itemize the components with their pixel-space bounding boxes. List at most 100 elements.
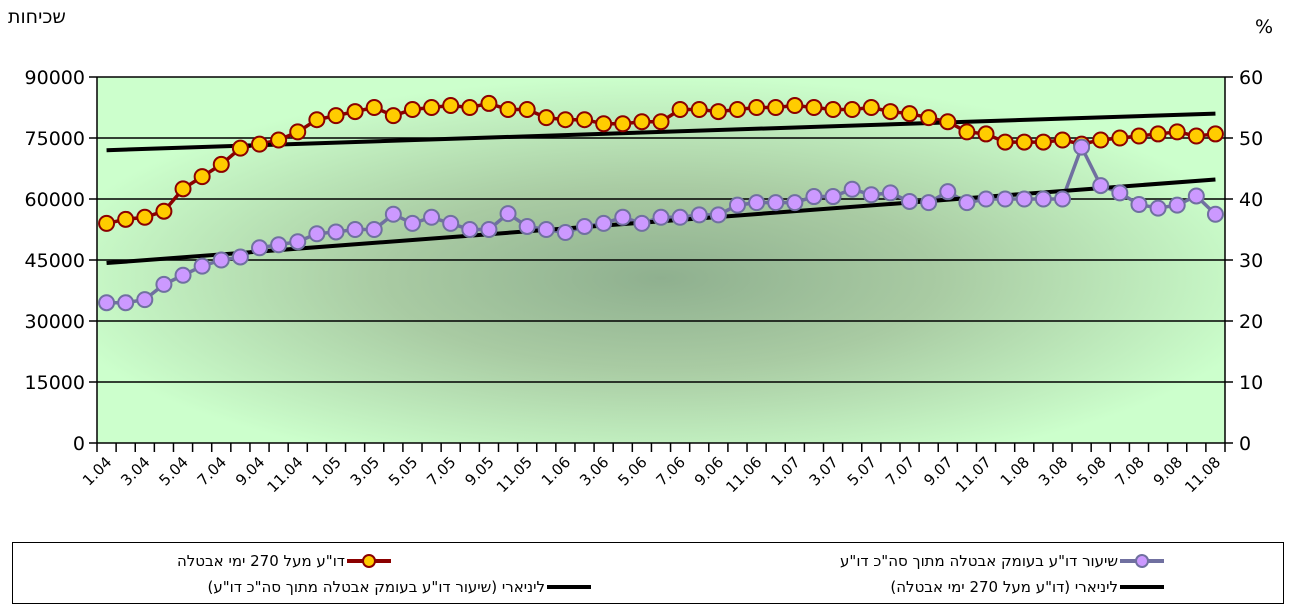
series-1-point (308, 111, 326, 129)
series-1-point (1149, 125, 1167, 143)
series-2-point (1187, 187, 1205, 205)
series-2-point (843, 180, 861, 198)
series-1-point (843, 101, 861, 119)
x-tick-label: 7.07 (882, 453, 918, 489)
series-1-point (767, 99, 785, 116)
legend-label-series-3: ליניארי (דו"ע מעל 270 ימי אבטלה) (890, 578, 1118, 596)
legend-label-series-2: שיעור דו"ע בעומק אבטלה מתוך סה"כ דו"ע (840, 552, 1118, 570)
series-1-point (1092, 131, 1110, 149)
left-axis-title: שכיחות (8, 6, 66, 28)
series-2-point (824, 188, 842, 206)
series-2-point (270, 236, 288, 254)
series-1-point (461, 99, 479, 116)
series-1-point (1111, 129, 1129, 147)
x-tick-label: 3.08 (1035, 453, 1071, 489)
x-tick-label: 1.08 (997, 453, 1033, 489)
x-tick-label: 1.05 (308, 453, 344, 489)
right-tick-label: 40 (1239, 189, 1263, 211)
right-tick-label: 60 (1239, 67, 1263, 89)
series-1-point (633, 113, 651, 131)
series-1-point (652, 113, 670, 131)
series-2-point (709, 206, 727, 224)
series-2-point (1130, 195, 1148, 213)
series-1-point (958, 123, 976, 141)
series-2-point (518, 217, 536, 235)
series-2-point (977, 190, 995, 208)
series-1-point (289, 123, 307, 141)
legend-swatch-series-3 (1120, 585, 1164, 589)
x-tick-label: 7.05 (423, 453, 459, 489)
series-2-point (117, 294, 135, 312)
series-1-point (136, 208, 154, 226)
series-2-point (289, 233, 307, 251)
series-2-point (499, 205, 517, 223)
series-1-point (270, 131, 288, 149)
series-2-point (633, 214, 651, 232)
series-1-point (576, 111, 594, 129)
left-tick-label: 60000 (25, 189, 85, 211)
series-2-point (901, 192, 919, 210)
series-1-point (1130, 127, 1148, 145)
series-2-point (652, 208, 670, 226)
left-tick-label: 75000 (25, 128, 85, 150)
series-2-point (805, 188, 823, 206)
x-tick-label: 11.06 (722, 453, 765, 496)
series-2-point (174, 266, 192, 284)
left-tick-labels: 0 15000 30000 45000 60000 75000 90000 (25, 67, 85, 455)
legend-swatch-series-4 (547, 585, 591, 589)
x-tick-label: 11.04 (263, 453, 306, 496)
series-1-point (748, 99, 766, 116)
legend-entry-series-4: ליניארי (שיעור דו"ע בעומק אבטלה מתוך סה"… (207, 575, 593, 599)
series-2-point (881, 184, 899, 202)
series-2-point (537, 221, 555, 238)
series-1-point (442, 96, 460, 114)
series-2-point (996, 190, 1014, 208)
series-1-point (996, 133, 1014, 151)
x-tick-label: 1.04 (79, 453, 115, 489)
series-2-point (1073, 138, 1091, 156)
x-tick-label: 11.08 (1181, 453, 1224, 496)
x-tick-label: 5.08 (1073, 453, 1109, 489)
left-tick-label: 15000 (25, 372, 85, 394)
series-2-point (212, 251, 230, 269)
series-1-point (556, 111, 574, 129)
series-2-point (786, 194, 804, 212)
right-tick-labels: 0 10 20 30 40 50 60 (1239, 67, 1263, 455)
legend-entry-series-2: שיעור דו"ע בעומק אבטלה מתוך סה"כ דו"ע (840, 549, 1166, 573)
series-2-point (461, 221, 479, 238)
right-axis-title: % (1255, 16, 1274, 38)
series-2-point (251, 239, 269, 257)
series-1-point (939, 113, 957, 131)
series-1-point (251, 135, 269, 153)
legend-entry-series-1: דו"ע מעל 270 ימי אבטלה (177, 549, 393, 573)
series-1-point (98, 214, 116, 232)
series-1-point (480, 94, 498, 112)
series-1-point (901, 105, 919, 123)
series-1-point (595, 115, 613, 133)
left-tick-label: 30000 (25, 311, 85, 333)
series-2-point (327, 223, 345, 241)
series-1-point (709, 103, 727, 121)
series-1-point (824, 101, 842, 119)
x-tick-label: 7.04 (194, 453, 230, 489)
legend-entry-series-3: ליניארי (דו"ע מעל 270 ימי אבטלה) (890, 575, 1166, 599)
right-tick-label: 0 (1239, 433, 1251, 455)
series-1-point (499, 101, 517, 119)
right-tick-label: 10 (1239, 372, 1263, 394)
x-tick-label: 11.05 (493, 453, 536, 496)
series-1-point (728, 101, 746, 119)
series-2-point (1015, 190, 1033, 208)
series-2-point (595, 214, 613, 232)
series-1-point (1015, 133, 1033, 151)
axes (89, 76, 1233, 452)
series-1-point (690, 101, 708, 119)
legend: דו"ע מעל 270 ימי אבטלה שיעור דו"ע בעומק … (12, 542, 1284, 604)
series-1-point (862, 99, 880, 116)
series-1-point (881, 103, 899, 121)
series-1-point (346, 103, 364, 121)
x-tick-label: 7.08 (1111, 453, 1147, 489)
series-1-point (1034, 133, 1052, 151)
series-2-point (748, 194, 766, 212)
series-1-point (671, 101, 689, 119)
legend-label-series-4: ליניארי (שיעור דו"ע בעומק אבטלה מתוך סה"… (207, 578, 545, 596)
